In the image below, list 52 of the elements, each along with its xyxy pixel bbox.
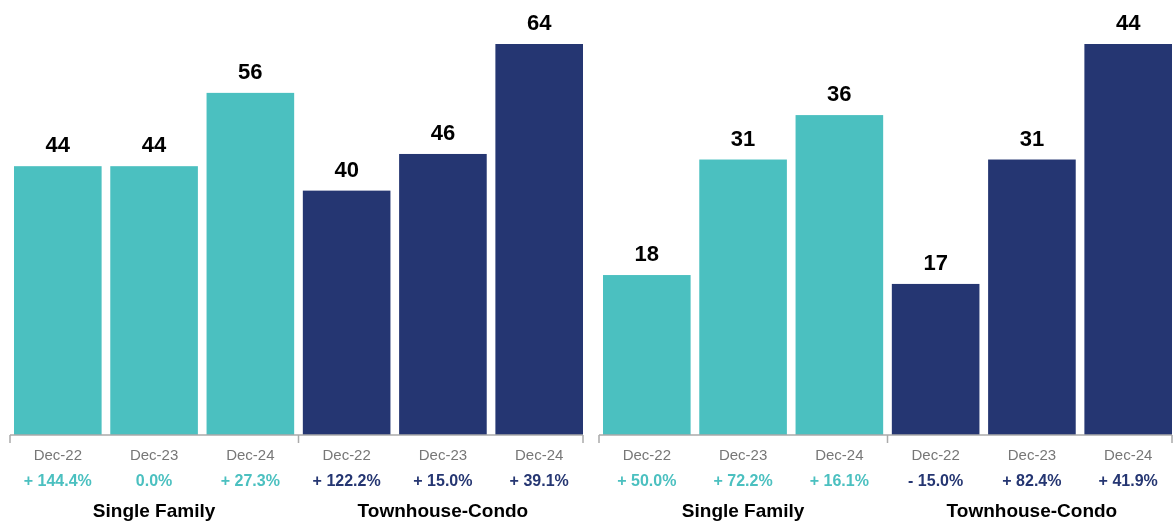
text: + 16.1% bbox=[809, 472, 869, 489]
data-label: 44 bbox=[45, 132, 71, 158]
bar bbox=[988, 159, 1076, 435]
x-tick-label: Dec-22 bbox=[33, 446, 82, 463]
bar bbox=[206, 92, 295, 435]
data-label: 44 bbox=[1115, 10, 1142, 35]
text: + 15.0% bbox=[413, 472, 473, 489]
data-label: 31 bbox=[1019, 125, 1045, 151]
text: + 82.4% bbox=[1002, 472, 1062, 489]
text: 0.0% bbox=[135, 472, 173, 489]
x-tick-label: Dec-22 bbox=[322, 446, 371, 463]
x-tick-label: Dec-23 bbox=[1007, 446, 1057, 463]
text: + 122.2% bbox=[312, 472, 381, 489]
data-label: 36 bbox=[827, 81, 852, 107]
bar bbox=[1084, 44, 1172, 435]
text: + 50.0% bbox=[617, 472, 677, 489]
x-tick-label: Dec-23 bbox=[418, 446, 468, 463]
text: - 15.0% bbox=[908, 472, 964, 489]
bar bbox=[891, 283, 980, 435]
x-tick-label: Dec-24 bbox=[1104, 446, 1153, 463]
data-label: 56 bbox=[238, 58, 263, 84]
bar bbox=[110, 166, 198, 435]
text: Townhouse-Condo bbox=[357, 500, 529, 521]
bar bbox=[795, 115, 884, 435]
bar bbox=[399, 153, 487, 435]
data-label: 40 bbox=[334, 156, 359, 182]
data-label: 18 bbox=[634, 241, 660, 267]
text: + 144.4% bbox=[23, 472, 92, 489]
data-label: 31 bbox=[730, 125, 756, 151]
x-tick-label: Dec-24 bbox=[815, 446, 864, 463]
text: Townhouse-Condo bbox=[946, 500, 1118, 521]
bar bbox=[14, 166, 102, 435]
bar bbox=[699, 159, 787, 435]
data-label: 44 bbox=[141, 132, 168, 158]
x-tick-label: Dec-24 bbox=[515, 446, 564, 463]
data-label: 46 bbox=[430, 119, 456, 145]
x-tick-label: Dec-24 bbox=[226, 446, 275, 463]
text: + 72.2% bbox=[713, 472, 773, 489]
text: + 41.9% bbox=[1098, 472, 1158, 489]
text: + 27.3% bbox=[220, 472, 280, 489]
bar bbox=[302, 190, 391, 435]
bar bbox=[495, 44, 583, 435]
text: Single Family bbox=[681, 500, 805, 521]
x-tick-label: Dec-23 bbox=[129, 446, 179, 463]
data-label: 64 bbox=[526, 10, 553, 35]
x-tick-label: Dec-22 bbox=[622, 446, 671, 463]
text: + 39.1% bbox=[509, 472, 569, 489]
bar bbox=[603, 275, 691, 435]
text: Single Family bbox=[92, 500, 216, 521]
data-label: 17 bbox=[923, 249, 948, 275]
x-tick-label: Dec-22 bbox=[911, 446, 960, 463]
x-tick-label: Dec-23 bbox=[718, 446, 768, 463]
